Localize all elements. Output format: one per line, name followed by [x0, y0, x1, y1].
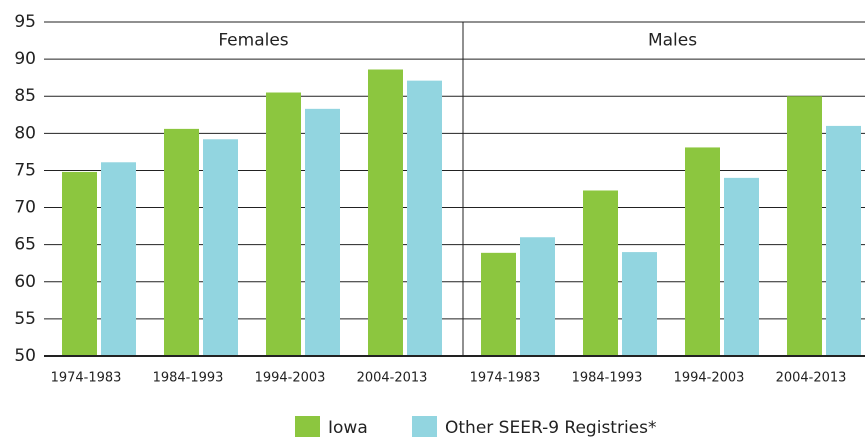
x-tick-label: 1984-1993 [572, 371, 643, 386]
y-tick-label: 80 [14, 123, 36, 143]
bar [787, 96, 822, 356]
y-tick-label: 95 [14, 12, 36, 32]
legend-label: Iowa [328, 418, 368, 437]
x-tick-label: 1994-2003 [255, 371, 326, 386]
bar [164, 128, 199, 356]
x-tick-label: 1974-1983 [51, 371, 122, 386]
bar [62, 171, 97, 356]
x-tick-label: 2004-2013 [357, 371, 428, 386]
bar [685, 147, 720, 356]
y-tick-label: 70 [14, 198, 36, 218]
x-tick-label: 1994-2003 [674, 371, 745, 386]
bar [826, 125, 861, 357]
legend-swatch [295, 416, 320, 437]
y-tick-label: 60 [14, 272, 36, 292]
y-tick-label: 75 [14, 160, 36, 180]
bar [622, 252, 657, 356]
x-tick-label: 1984-1993 [153, 371, 224, 386]
x-tick-label: 1974-1983 [470, 371, 541, 386]
legend-swatch [412, 416, 437, 437]
bar [101, 162, 136, 356]
bar [266, 92, 301, 356]
bar [368, 69, 403, 356]
bar [305, 108, 340, 356]
panel-title: Males [648, 31, 697, 51]
bar [724, 177, 759, 356]
y-tick-label: 65 [14, 235, 36, 255]
bar [520, 237, 555, 356]
bar [203, 139, 238, 356]
bar [583, 190, 618, 356]
y-tick-label: 90 [14, 49, 36, 69]
x-tick-label: 2004-2013 [776, 371, 847, 386]
bar [407, 80, 442, 356]
legend-label: Other SEER-9 Registries* [445, 418, 657, 437]
bar [481, 252, 516, 356]
y-tick-label: 55 [14, 309, 36, 329]
y-tick-label: 85 [14, 86, 36, 106]
y-tick-label: 50 [14, 346, 36, 366]
panel-title: Females [218, 31, 288, 51]
